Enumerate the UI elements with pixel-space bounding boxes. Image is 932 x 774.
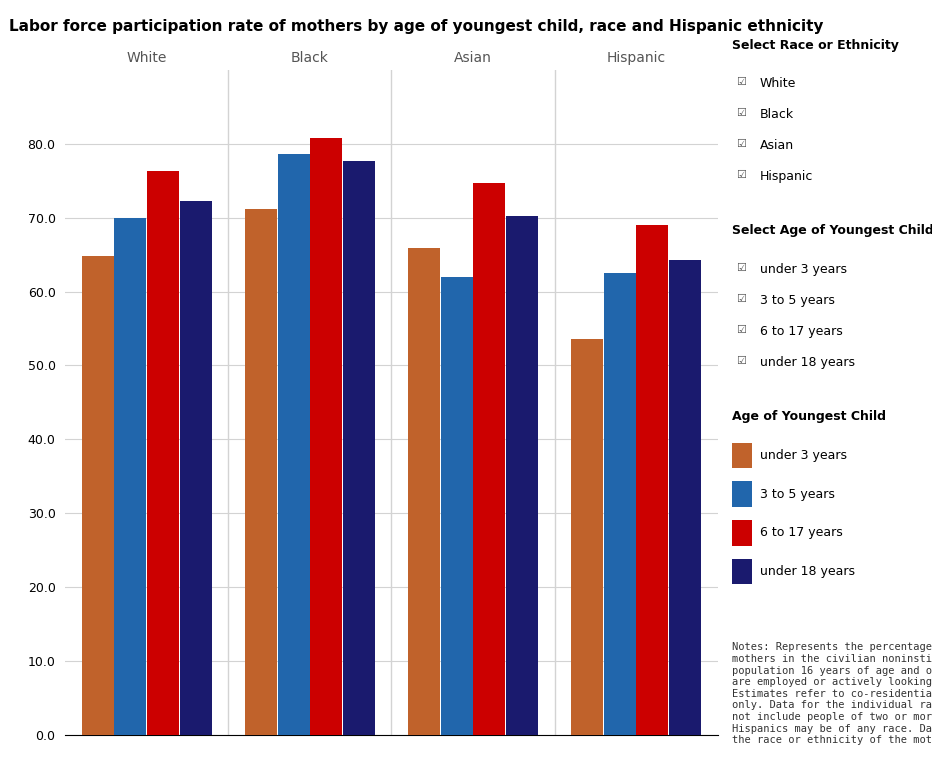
Text: 6 to 17 years: 6 to 17 years	[760, 325, 843, 338]
Bar	[82, 256, 114, 735]
Text: Black: Black	[760, 108, 794, 122]
Bar	[669, 261, 701, 735]
Bar	[115, 217, 146, 735]
Text: Age of Youngest Child: Age of Youngest Child	[732, 410, 885, 423]
Text: ☑: ☑	[736, 77, 747, 87]
Text: ☑: ☑	[736, 170, 747, 180]
Bar	[343, 161, 375, 735]
Bar	[506, 216, 538, 735]
Text: 6 to 17 years: 6 to 17 years	[760, 526, 843, 539]
Text: ☑: ☑	[736, 325, 747, 335]
Bar	[147, 171, 179, 735]
Bar	[245, 209, 277, 735]
Bar	[180, 201, 212, 735]
Bar	[441, 277, 473, 735]
Bar	[310, 139, 342, 735]
Text: Select Race or Ethnicity: Select Race or Ethnicity	[732, 39, 898, 52]
Text: under 18 years: under 18 years	[760, 565, 855, 578]
Bar	[473, 183, 505, 735]
Text: ☑: ☑	[736, 108, 747, 118]
Bar	[278, 154, 309, 735]
Bar	[637, 225, 668, 735]
Bar	[571, 339, 603, 735]
Text: 3 to 5 years: 3 to 5 years	[760, 294, 834, 307]
Text: ☑: ☑	[736, 139, 747, 149]
Text: ☑: ☑	[736, 263, 747, 273]
Text: under 18 years: under 18 years	[760, 356, 855, 369]
Text: Select Age of Youngest Child: Select Age of Youngest Child	[732, 224, 932, 238]
Bar	[604, 273, 636, 735]
Text: Asian: Asian	[760, 139, 794, 152]
Bar	[408, 248, 440, 735]
Text: White: White	[760, 77, 796, 91]
Text: under 3 years: under 3 years	[760, 263, 846, 276]
Text: Notes: Represents the percentage of
mothers in the civilian noninstitutional
pop: Notes: Represents the percentage of moth…	[732, 642, 932, 745]
Text: ☑: ☑	[736, 356, 747, 366]
Text: 3 to 5 years: 3 to 5 years	[760, 488, 834, 501]
Text: ☑: ☑	[736, 294, 747, 304]
Text: Hispanic: Hispanic	[760, 170, 813, 183]
Text: under 3 years: under 3 years	[760, 449, 846, 462]
Text: Labor force participation rate of mothers by age of youngest child, race and His: Labor force participation rate of mother…	[9, 19, 824, 34]
